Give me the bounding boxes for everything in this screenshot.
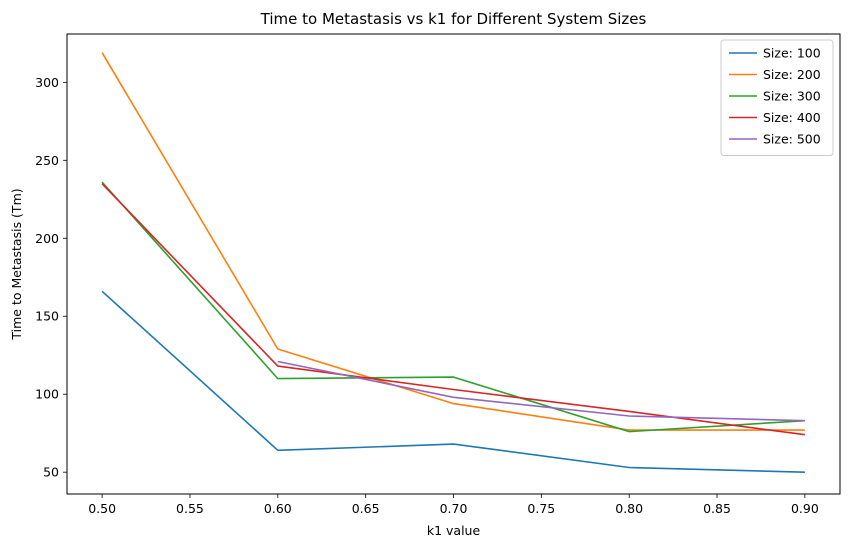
series-line-4 [101,183,806,436]
legend-label: Size: 300 [763,89,821,104]
x-tick-label: 0.85 [703,501,731,516]
x-tick-label: 0.80 [615,501,643,516]
legend-label: Size: 500 [763,132,821,147]
y-tick-label: 250 [35,153,59,168]
y-tick-label: 50 [43,465,59,480]
y-tick-label: 300 [35,75,59,90]
y-tick-label: 200 [35,231,59,246]
x-tick-label: 0.70 [440,501,468,516]
x-tick-label: 0.50 [88,501,116,516]
series-line-5 [277,360,805,422]
x-tick-label: 0.90 [791,501,819,516]
x-tick-label: 0.55 [176,501,204,516]
y-axis-title: Time to Metastasis (Tm) [9,188,24,340]
series-line-2 [101,52,805,431]
ticks-layer: 0.50 0.55 0.60 0.65 0.70 0.75 0.80 0.85 0.90 50 10… [35,75,819,516]
legend-label: Size: 100 [763,46,821,61]
chart-title: Time to Metastasis vs k1 for Different S… [260,10,647,28]
series-line-3 [101,181,805,433]
legend-label: Size: 400 [763,110,821,125]
legend: Size: 100 Size: 200 Size: 300 Size: 400 Size… [720,39,834,156]
y-tick-label: 150 [35,309,59,324]
legend-label: Size: 200 [763,67,821,82]
x-tick-label: 0.60 [264,501,292,516]
plot-frame [66,33,841,495]
y-tick-label: 100 [35,387,59,402]
x-axis-title: k1 value [427,523,481,538]
lines-layer [101,52,806,473]
x-tick-label: 0.75 [527,501,555,516]
series-line-1 [101,290,805,473]
x-tick-label: 0.65 [352,501,380,516]
legend-box [720,39,834,156]
